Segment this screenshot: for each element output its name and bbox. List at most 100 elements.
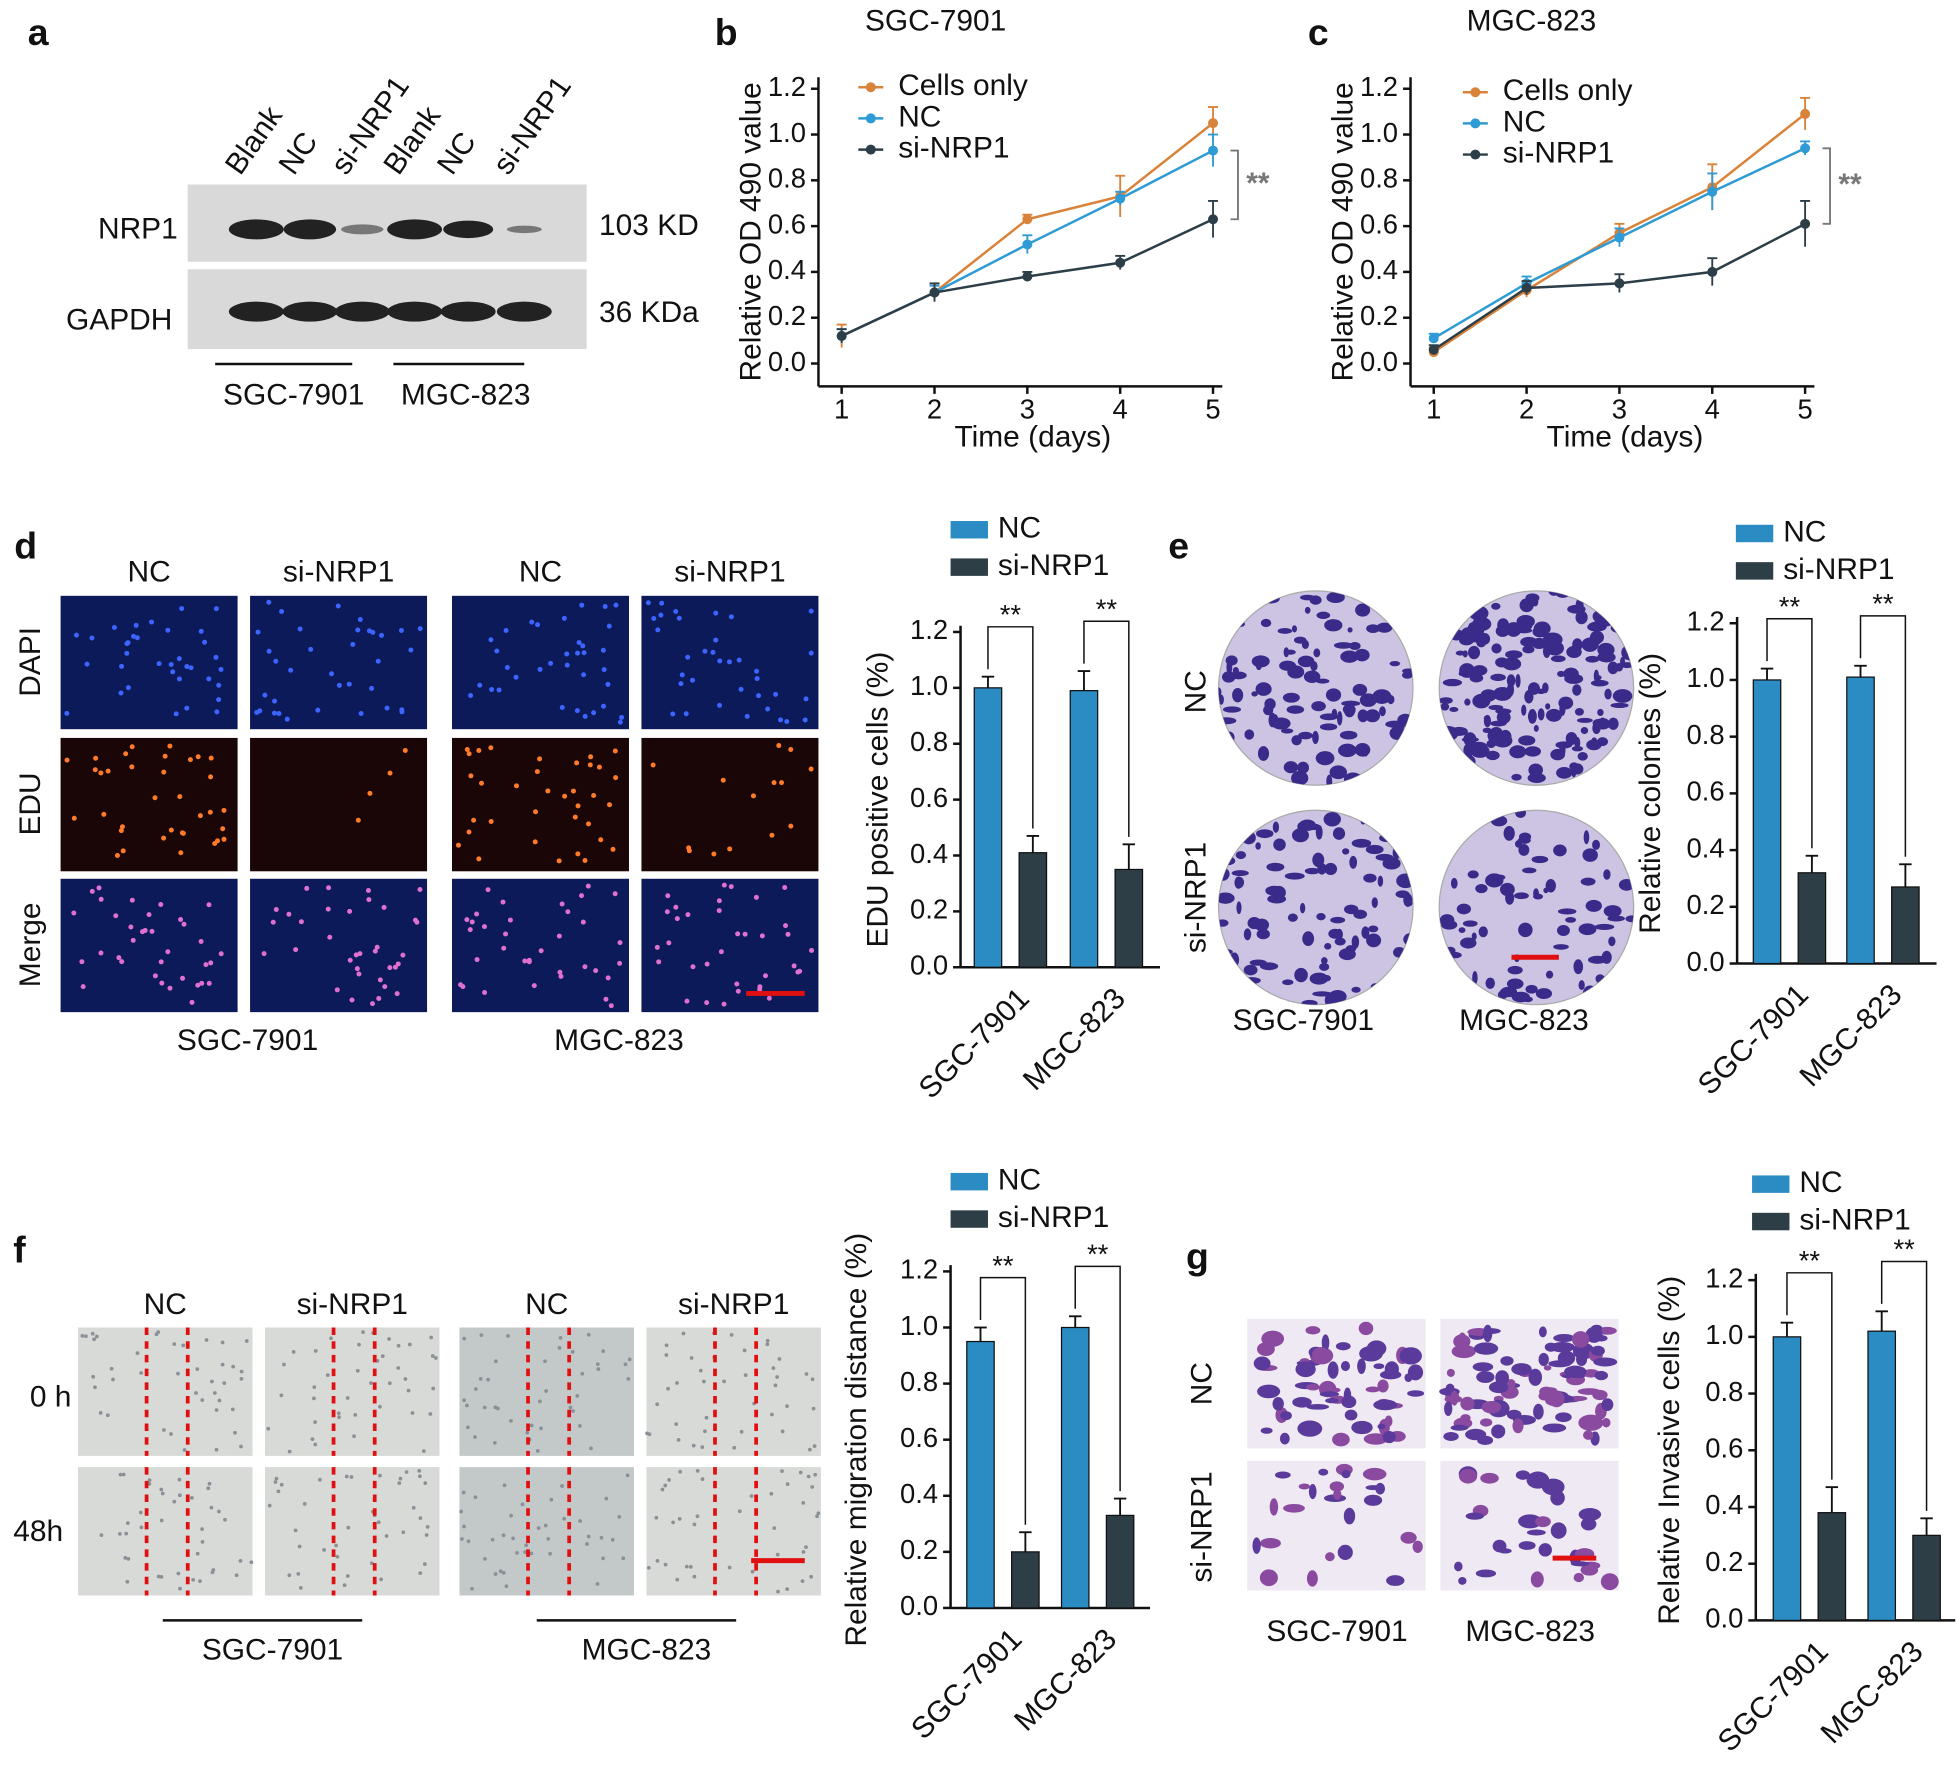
y-tick-label: 0.6 — [768, 208, 806, 239]
cell — [1538, 1326, 1547, 1338]
y-tick-label: 0.6 — [900, 1422, 938, 1453]
cell — [378, 1473, 382, 1478]
colony — [1545, 708, 1562, 722]
colony — [1463, 743, 1474, 758]
cell — [429, 1335, 434, 1340]
cell — [178, 1586, 182, 1591]
micrograph — [250, 878, 428, 1013]
cell — [776, 743, 782, 749]
x-tick-label: MGC-823 — [1793, 978, 1908, 1093]
cell — [558, 973, 564, 979]
cell — [366, 628, 372, 634]
colony — [1485, 750, 1500, 761]
cell — [124, 641, 130, 647]
colony — [1623, 840, 1634, 848]
cell — [1570, 1561, 1590, 1567]
cell — [273, 658, 279, 664]
y-tick-label: 1.2 — [900, 1254, 938, 1285]
cell — [717, 658, 723, 664]
cell — [1518, 1514, 1542, 1529]
cell — [575, 851, 581, 857]
cell — [1280, 1411, 1292, 1421]
cell — [375, 658, 381, 664]
cell — [1526, 1471, 1550, 1489]
colony — [1229, 952, 1240, 968]
cell — [736, 657, 742, 663]
x-tick-label: MGC-823 — [1008, 1623, 1123, 1738]
cell — [91, 1374, 96, 1379]
colony — [1342, 848, 1350, 855]
cell — [1260, 1427, 1273, 1434]
y-tick-label: 1.0 — [1360, 117, 1398, 148]
cell — [560, 1484, 564, 1488]
colony — [1319, 963, 1330, 971]
cell — [200, 1398, 205, 1403]
colony — [1361, 926, 1370, 939]
colony — [1522, 645, 1535, 654]
colony — [1574, 708, 1584, 716]
cell — [1451, 1344, 1476, 1359]
cell — [1594, 1370, 1609, 1381]
cell — [130, 937, 136, 943]
cell — [798, 1470, 803, 1475]
cell — [501, 945, 507, 951]
colony — [1272, 821, 1280, 833]
colony — [1470, 741, 1488, 751]
cell — [598, 837, 604, 843]
cell — [202, 639, 208, 645]
cell — [506, 1334, 510, 1338]
colony — [1218, 717, 1237, 725]
colony — [1585, 655, 1600, 663]
cell — [207, 809, 213, 815]
cell — [272, 698, 278, 704]
cell — [216, 682, 222, 688]
colony — [1235, 763, 1251, 776]
point — [1521, 282, 1532, 293]
cell — [458, 982, 464, 988]
cell — [695, 1469, 700, 1473]
cell — [208, 755, 214, 761]
bar — [966, 1340, 995, 1609]
cell — [123, 751, 129, 757]
colony — [1294, 967, 1308, 983]
x-tick-label: SGC-7901 — [913, 982, 1036, 1105]
cell — [776, 1589, 780, 1594]
cell — [379, 632, 385, 638]
colony — [1326, 591, 1345, 604]
colony — [1259, 962, 1279, 971]
cell — [1363, 1494, 1383, 1506]
cell — [711, 851, 717, 857]
cell — [493, 1441, 497, 1445]
cell — [1543, 1365, 1552, 1371]
cell — [488, 819, 494, 825]
cell — [428, 1412, 433, 1416]
point — [1022, 214, 1033, 225]
cell — [377, 977, 383, 983]
cell — [681, 1331, 686, 1336]
cell — [387, 1337, 391, 1341]
colony — [1328, 989, 1347, 1004]
colony — [1368, 925, 1379, 933]
colony — [1251, 655, 1270, 668]
cell — [1480, 1472, 1499, 1484]
cell — [297, 626, 303, 632]
cell — [556, 933, 562, 939]
cell — [659, 600, 665, 606]
colony — [1542, 682, 1549, 694]
cell — [1319, 1391, 1340, 1397]
bar — [1817, 1512, 1847, 1622]
cell — [179, 606, 185, 612]
cell — [785, 1404, 789, 1409]
cell — [293, 947, 299, 953]
colony — [1260, 618, 1272, 628]
point — [1800, 143, 1811, 154]
x-axis-label: Time (days) — [1547, 421, 1704, 454]
cell — [147, 1478, 152, 1483]
bar — [1867, 1330, 1897, 1622]
colony — [1316, 611, 1331, 620]
cell — [574, 760, 580, 766]
colony — [1610, 702, 1629, 709]
cell — [459, 1509, 463, 1514]
cell — [273, 907, 279, 913]
cell — [496, 1406, 500, 1411]
